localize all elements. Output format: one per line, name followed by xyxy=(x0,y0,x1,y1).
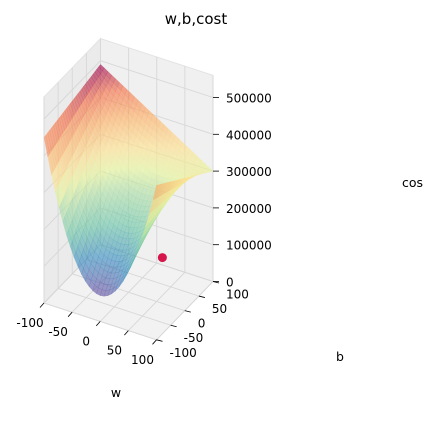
y-tick-label: 0 xyxy=(198,317,206,331)
cost-surface xyxy=(43,64,214,297)
surface-patch xyxy=(188,175,195,180)
marker-layer xyxy=(157,253,167,263)
x-tick-label: -100 xyxy=(16,316,43,330)
surface-patch xyxy=(176,178,184,187)
y-tick-mark xyxy=(170,324,177,328)
surface-patch xyxy=(199,171,207,174)
z-tick-label: 400000 xyxy=(226,128,272,142)
x-tick-label: 0 xyxy=(82,334,90,348)
surface-patch xyxy=(197,172,204,175)
x-tick-label: -50 xyxy=(48,325,68,339)
y-tick-label: 50 xyxy=(212,302,227,316)
x-tick-mark xyxy=(39,302,45,308)
surface-patch xyxy=(165,181,172,194)
y-tick-mark xyxy=(156,339,163,342)
surface-patch xyxy=(167,180,174,193)
z-tick-label: 300000 xyxy=(226,165,272,179)
x-tick-mark xyxy=(95,321,101,327)
x-axis-label: w xyxy=(111,385,121,400)
surface-patch xyxy=(201,170,208,174)
y-tick-label: -50 xyxy=(184,331,204,345)
z-tick-label: 500000 xyxy=(226,92,272,106)
surface-patch xyxy=(195,173,202,176)
y-tick-label: 100 xyxy=(226,288,249,302)
tick-marks xyxy=(39,97,220,345)
z-tick-label: 200000 xyxy=(226,202,272,216)
surface-patch xyxy=(154,184,161,200)
x-tick-label: 50 xyxy=(107,344,122,358)
floor-gridline-b xyxy=(57,287,171,326)
z-tick-label: 0 xyxy=(226,276,234,290)
chart-title: w,b,cost xyxy=(165,10,228,28)
z-tick-label: 100000 xyxy=(226,239,272,253)
y-tick-mark xyxy=(184,310,191,313)
x-tick-label: 100 xyxy=(131,353,154,367)
cost-marker-point xyxy=(157,253,167,263)
x-tick-mark xyxy=(67,311,73,317)
surface-patch xyxy=(158,183,165,198)
left-gridline-z xyxy=(43,60,101,120)
y-tick-label: -100 xyxy=(170,346,197,360)
surface-patch xyxy=(174,178,182,188)
x-tick-mark xyxy=(152,339,157,345)
z-axis-label: cos xyxy=(402,175,423,190)
y-tick-mark xyxy=(198,295,205,298)
x-tick-mark xyxy=(124,330,129,336)
surface-patch xyxy=(152,184,159,201)
surface-patch xyxy=(156,183,163,199)
back-gridline-z xyxy=(100,60,214,98)
surface-patch xyxy=(180,177,188,185)
y-axis-label: b xyxy=(336,349,344,364)
